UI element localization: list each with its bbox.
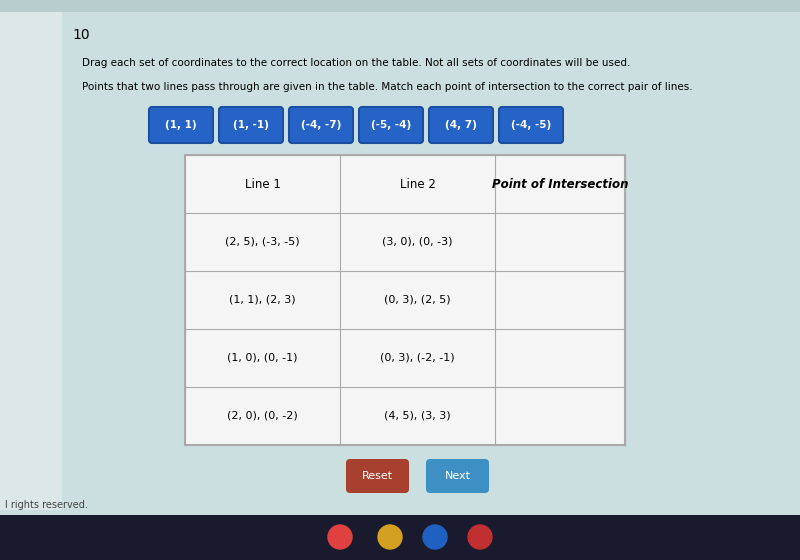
Text: Points that two lines pass through are given in the table. Match each point of i: Points that two lines pass through are g… <box>82 82 693 92</box>
Text: (-4, -5): (-4, -5) <box>511 120 551 130</box>
Text: (-5, -4): (-5, -4) <box>371 120 411 130</box>
Text: (4, 5), (3, 3): (4, 5), (3, 3) <box>384 411 451 421</box>
Text: Line 2: Line 2 <box>399 178 435 190</box>
FancyBboxPatch shape <box>359 107 423 143</box>
FancyBboxPatch shape <box>346 459 409 493</box>
Text: (0, 3), (2, 5): (0, 3), (2, 5) <box>384 295 451 305</box>
Text: (1, 1), (2, 3): (1, 1), (2, 3) <box>229 295 296 305</box>
FancyBboxPatch shape <box>426 459 489 493</box>
Bar <box>185 155 625 445</box>
Text: l rights reserved.: l rights reserved. <box>5 500 88 510</box>
FancyBboxPatch shape <box>149 107 213 143</box>
Circle shape <box>378 525 402 549</box>
Text: Next: Next <box>445 471 470 481</box>
FancyBboxPatch shape <box>289 107 353 143</box>
FancyBboxPatch shape <box>499 107 563 143</box>
Text: Line 1: Line 1 <box>245 178 281 190</box>
Bar <box>0 0 800 12</box>
Text: (0, 3), (-2, -1): (0, 3), (-2, -1) <box>380 353 455 363</box>
Text: (-4, -7): (-4, -7) <box>301 120 341 130</box>
Text: Reset: Reset <box>362 471 393 481</box>
Text: (3, 0), (0, -3): (3, 0), (0, -3) <box>382 237 453 247</box>
Text: Point of Intersection: Point of Intersection <box>492 178 628 190</box>
FancyBboxPatch shape <box>429 107 493 143</box>
Bar <box>0 0 62 510</box>
FancyBboxPatch shape <box>219 107 283 143</box>
Text: (4, 7): (4, 7) <box>445 120 477 130</box>
Circle shape <box>328 525 352 549</box>
Text: 10: 10 <box>72 28 90 42</box>
Circle shape <box>423 525 447 549</box>
Text: (1, 0), (0, -1): (1, 0), (0, -1) <box>227 353 298 363</box>
Bar <box>0 515 800 560</box>
Text: (2, 5), (-3, -5): (2, 5), (-3, -5) <box>225 237 300 247</box>
Text: (1, -1): (1, -1) <box>233 120 269 130</box>
Text: (1, 1): (1, 1) <box>165 120 197 130</box>
Text: Drag each set of coordinates to the correct location on the table. Not all sets : Drag each set of coordinates to the corr… <box>82 58 630 68</box>
Circle shape <box>468 525 492 549</box>
Text: (2, 0), (0, -2): (2, 0), (0, -2) <box>227 411 298 421</box>
